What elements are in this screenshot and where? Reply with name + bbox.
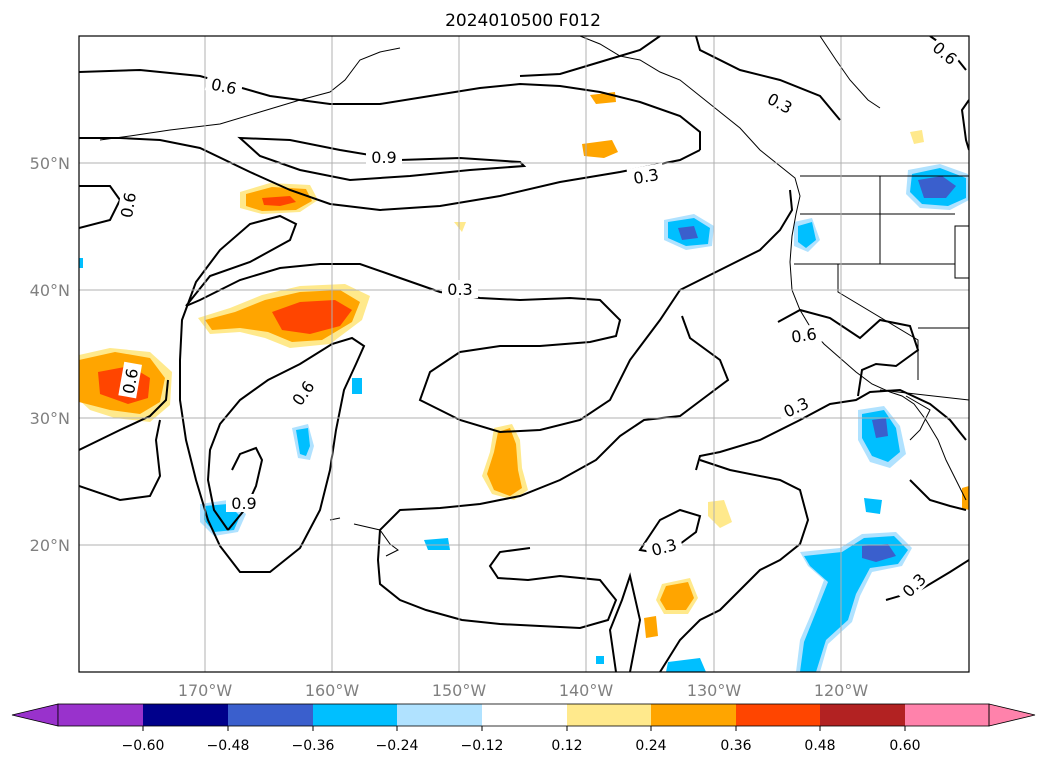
colorbar-segment	[58, 704, 143, 726]
colorbar-segment	[567, 704, 651, 726]
lon-label: 160°W	[305, 681, 360, 700]
lon-label: 120°W	[814, 681, 869, 700]
colorbar-outline	[57, 703, 990, 727]
lat-label: 50°N	[30, 154, 70, 173]
contour-line	[179, 214, 366, 573]
contour-label: 0.9	[371, 148, 396, 167]
colorbar: −0.60 −0.48 −0.36 −0.24 −0.12 0.12 0.24 …	[11, 703, 1036, 754]
colorbar-segment	[651, 704, 736, 726]
anomaly-region	[918, 176, 956, 198]
anomaly-region	[454, 222, 466, 232]
contour-label: 0.6	[119, 367, 142, 395]
anomaly-region	[582, 140, 618, 158]
anomaly-region	[798, 222, 816, 248]
colorbar-segment	[736, 704, 820, 726]
anomaly-region	[262, 196, 296, 206]
colorbar-segment	[313, 704, 397, 726]
contour-line	[960, 99, 969, 151]
contour-label-group: 0.6 0.9 0.3 0.6 0.3 0.6 0.6 0.6 0.6 0.9 …	[116, 36, 963, 605]
lon-label: 140°W	[559, 681, 614, 700]
anomaly-region	[660, 582, 694, 610]
lat-label: 40°N	[30, 281, 70, 300]
colorbar-extend-high	[988, 703, 1036, 727]
map-title: 2024010500 F012	[445, 11, 601, 31]
anomaly-region	[424, 538, 450, 550]
anomaly-region	[487, 428, 522, 496]
coastline	[905, 395, 931, 441]
anomaly-region	[644, 616, 658, 638]
colorbar-tick-label: 0.36	[720, 738, 751, 754]
colorbar-segment	[397, 704, 482, 726]
colorbar-segment	[143, 704, 228, 726]
contour-line	[695, 36, 841, 121]
contour-line	[519, 36, 661, 77]
colorbar-segment	[820, 704, 905, 726]
lon-label: 170°W	[178, 681, 233, 700]
contour-label: 0.9	[231, 494, 256, 513]
colorbar-tick-label: −0.60	[122, 738, 165, 754]
lat-label: 30°N	[30, 409, 70, 428]
anomaly-region	[352, 378, 362, 394]
coastline	[819, 36, 881, 109]
lon-label: 130°W	[687, 681, 742, 700]
contour-line	[237, 136, 527, 182]
contour-line	[79, 379, 169, 451]
coastlines	[99, 36, 969, 557]
lon-label: 150°W	[432, 681, 487, 700]
contour-line	[79, 137, 701, 212]
colorbar-segment	[905, 704, 989, 726]
state-border	[879, 389, 969, 401]
anomaly-region	[296, 428, 310, 456]
anomaly-region	[872, 418, 888, 438]
contour-label: 0.3	[447, 280, 472, 299]
state-border	[837, 264, 919, 380]
contour-label: 0.6	[117, 191, 140, 219]
state-border	[954, 225, 969, 279]
map-frame	[78, 35, 970, 673]
colorbar-tick-label: 0.48	[804, 738, 835, 754]
contour-line	[777, 308, 920, 397]
colorbar-segment	[482, 704, 567, 726]
contour-line	[909, 479, 967, 511]
colorbar-segment	[228, 704, 313, 726]
colorbar-tick-label: −0.12	[461, 738, 504, 754]
colorbar-tick-label: −0.48	[207, 738, 250, 754]
graticule	[79, 36, 969, 672]
anomaly-region	[678, 226, 698, 240]
coastline	[579, 36, 967, 501]
lat-label: 20°N	[30, 536, 70, 555]
colorbar-tick-label: 0.24	[635, 738, 666, 754]
anomaly-region	[666, 658, 706, 672]
anomaly-region	[800, 536, 908, 672]
contour-line	[608, 572, 642, 672]
contour-line	[659, 459, 810, 672]
colorbar-tick-label: 0.12	[551, 738, 582, 754]
anomaly-region	[79, 258, 83, 268]
lon-axis: 170°W 160°W 150°W 140°W 130°W 120°W	[178, 681, 869, 700]
contour-label: 0.6	[790, 324, 818, 346]
coastline	[353, 523, 399, 557]
colorbar-ticks	[142, 726, 906, 731]
contour-line	[695, 388, 967, 471]
anomaly-region	[596, 656, 604, 664]
contour-line	[376, 315, 730, 630]
colorbar-tick-label: −0.36	[292, 738, 335, 754]
anomaly-region	[864, 498, 882, 514]
anomaly-region	[862, 544, 896, 562]
colorbar-tick-label: −0.24	[376, 738, 419, 754]
colorbar-extend-low	[11, 703, 59, 727]
contour-line	[185, 189, 794, 434]
contour-label: 0.6	[209, 75, 238, 99]
contour-label: 0.3	[632, 165, 660, 188]
lat-axis: 50°N 40°N 30°N 20°N	[30, 154, 70, 555]
contour-line	[79, 419, 162, 502]
anomaly-region	[910, 130, 924, 144]
colorbar-tick-label: 0.60	[889, 738, 920, 754]
